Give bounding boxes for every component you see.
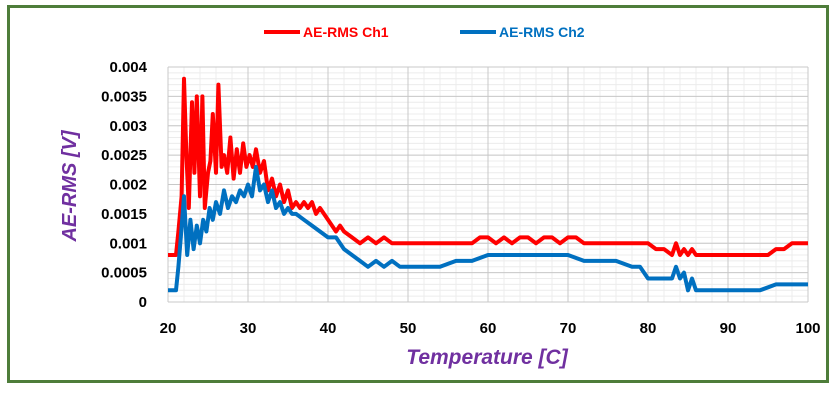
y-tick-label: 0.002 bbox=[109, 177, 147, 194]
y-tick-label: 0.003 bbox=[109, 118, 147, 135]
x-axis-title: Temperature [C] bbox=[406, 346, 568, 369]
y-tick-label: 0.0005 bbox=[101, 265, 147, 282]
x-tick-label: 90 bbox=[720, 320, 737, 337]
series-lines bbox=[168, 76, 808, 293]
x-tick-label: 80 bbox=[640, 320, 657, 337]
y-axis-title: AE-RMS [V] bbox=[59, 129, 81, 242]
x-tick-label: 50 bbox=[400, 320, 417, 337]
y-tick-label: 0 bbox=[139, 294, 147, 311]
x-tick-labels: 20 30 40 50 60 70 80 90 100 bbox=[160, 320, 821, 337]
x-tick-label: 40 bbox=[320, 320, 337, 337]
y-tick-label: 0.004 bbox=[109, 59, 147, 76]
legend-label-ch1: AE-RMS Ch1 bbox=[303, 24, 389, 40]
x-tick-label: 20 bbox=[160, 320, 177, 337]
grid bbox=[167, 66, 809, 303]
legend: AE-RMS Ch1 AE-RMS Ch2 bbox=[264, 24, 585, 40]
y-tick-label: 0.001 bbox=[109, 235, 147, 252]
y-tick-label: 0.0025 bbox=[101, 147, 147, 164]
x-tick-label: 30 bbox=[240, 320, 257, 337]
series-line-ch1 bbox=[168, 76, 808, 257]
x-tick-label: 100 bbox=[795, 320, 820, 337]
x-tick-label: 70 bbox=[560, 320, 577, 337]
x-tick-label: 60 bbox=[480, 320, 497, 337]
chart-frame bbox=[7, 5, 829, 383]
y-tick-label: 0.0015 bbox=[101, 206, 147, 223]
legend-label-ch2: AE-RMS Ch2 bbox=[499, 24, 585, 40]
y-tick-labels: 0 0.0005 0.001 0.0015 0.002 0.0025 0.003 0.0035… bbox=[101, 59, 148, 311]
series-line-ch2 bbox=[168, 164, 808, 293]
y-tick-label: 0.0035 bbox=[101, 88, 147, 105]
